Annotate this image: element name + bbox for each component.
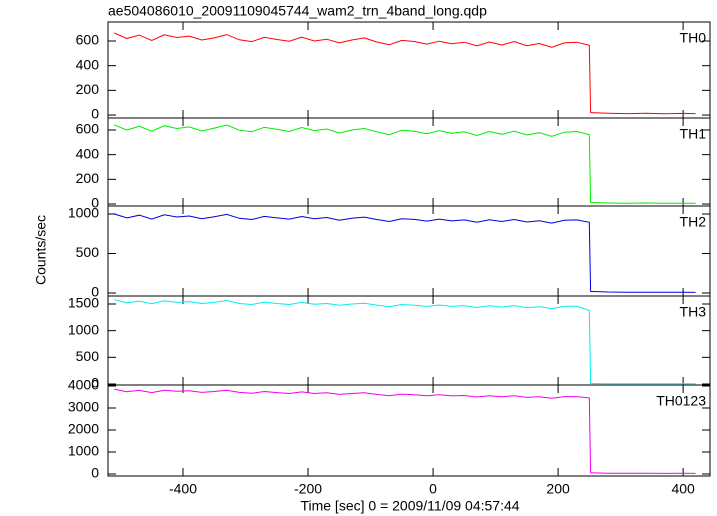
y-tick-label: 200	[76, 170, 100, 186]
y-tick-label: 1500	[68, 295, 99, 311]
y-tick-label: 500	[76, 244, 100, 260]
y-tick-label: 1000	[68, 205, 99, 221]
data-line	[114, 388, 696, 474]
y-tick-label: 500	[76, 348, 100, 364]
series-label: TH3	[680, 304, 707, 320]
series-label: TH2	[680, 214, 707, 230]
y-axis-label: Counts/sec	[33, 215, 49, 285]
panel-frame	[107, 21, 711, 119]
y-tick-label: 1000	[68, 321, 99, 337]
y-tick-label: 2000	[68, 421, 99, 437]
y-tick-label: 0	[91, 375, 99, 391]
y-tick-label: 600	[76, 121, 100, 137]
y-tick-label: 0	[91, 106, 99, 122]
y-tick-label: 600	[76, 32, 100, 48]
y-tick-label: 400	[76, 56, 100, 72]
chart-title: ae504086010_20091109045744_wam2_trn_4ban…	[108, 3, 487, 19]
panel-frame	[107, 384, 711, 477]
data-line	[114, 213, 696, 293]
y-tick-label: 0	[91, 284, 99, 300]
series-label: TH0	[680, 30, 707, 46]
y-tick-label: 400	[76, 145, 100, 161]
y-tick-label: 0	[91, 465, 99, 481]
x-tick-label: 0	[429, 481, 437, 497]
series-label: TH0123	[656, 393, 706, 409]
y-tick-label: 200	[76, 81, 100, 97]
series-label: TH1	[680, 126, 707, 142]
y-tick-label: 1000	[68, 443, 99, 459]
y-tick-label: 3000	[68, 399, 99, 415]
x-tick-label: 200	[546, 481, 570, 497]
x-tick-label: 400	[671, 481, 695, 497]
data-line	[114, 299, 696, 385]
x-axis-label: Time [sec] 0 = 2009/11/09 04:57:44	[300, 498, 519, 514]
y-tick-label: 0	[91, 195, 99, 211]
panel-frame	[107, 295, 711, 386]
x-tick-label: -400	[169, 481, 197, 497]
data-line	[114, 32, 696, 115]
data-line	[114, 124, 696, 204]
y-tick-label: 4000	[68, 377, 99, 393]
x-tick-label: -200	[294, 481, 322, 497]
